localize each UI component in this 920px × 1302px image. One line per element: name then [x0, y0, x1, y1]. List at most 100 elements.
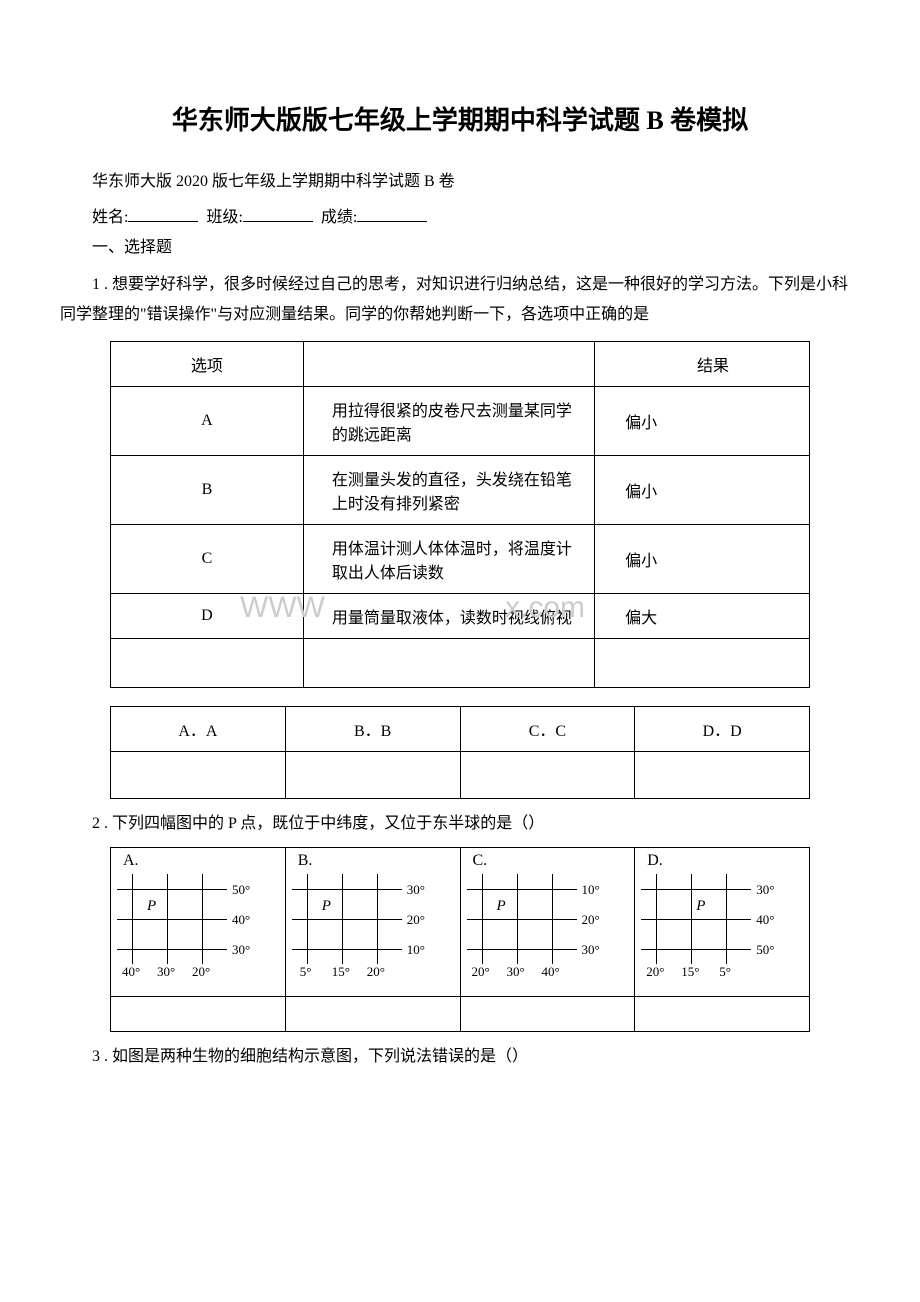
name-label: 姓名: [92, 209, 128, 226]
lat-label: 30° [232, 942, 250, 958]
section-heading: 一、选择题 [60, 233, 860, 263]
options-row: A．A B．B C．C D．D [111, 706, 810, 751]
p-point-label: P [147, 898, 156, 915]
lat-line [641, 919, 751, 920]
diagram-a-cell[interactable]: A. 50° 40° 30° 40° 30° 20° P [111, 847, 286, 996]
diagram-b-cell[interactable]: B. 30° 20° 10° 5° 15° 20° P [285, 847, 460, 996]
question-1-table: 选项 结果 A 用拉得很紧的皮卷尺去测量某同学的跳远距离 偏小 B 在测量头发的… [110, 341, 810, 688]
empty-cell [460, 996, 635, 1031]
empty-cell [285, 751, 460, 798]
student-info-row: 姓名: 班级: 成绩: [60, 203, 860, 227]
empty-cell [111, 751, 286, 798]
lon-label: 20° [646, 964, 664, 980]
lon-line [726, 874, 727, 964]
header-result: 结果 [595, 341, 810, 386]
empty-cell [460, 751, 635, 798]
diagram-c-cell[interactable]: C. 10° 20° 30° 20° 30° 40° P [460, 847, 635, 996]
diagram-label: C. [473, 852, 488, 870]
lon-line [517, 874, 518, 964]
lon-line [691, 874, 692, 964]
lat-label: 30° [407, 882, 425, 898]
cell-desc: 用拉得很紧的皮卷尺去测量某同学的跳远距离 [303, 386, 594, 455]
p-point-label: P [696, 898, 705, 915]
question-3-text: 3 . 如图是两种生物的细胞结构示意图，下列说法错误的是（） [60, 1042, 860, 1072]
option-c[interactable]: C．C [460, 706, 635, 751]
lon-label: 40° [542, 964, 560, 980]
cell-desc: 用体温计测人体体温时，将温度计取出人体后读数 [303, 524, 594, 593]
lat-line [641, 889, 751, 890]
empty-cell [303, 638, 594, 687]
empty-cell [595, 638, 810, 687]
table-row: D 用量筒量取液体，读数时视线俯视 偏大 [111, 593, 810, 638]
lat-label: 30° [582, 942, 600, 958]
lat-line [467, 919, 577, 920]
diagram-d-cell[interactable]: D. 30° 40° 50° 20° 15° 5° P [635, 847, 810, 996]
lon-line [552, 874, 553, 964]
lat-line [292, 919, 402, 920]
document-title: 华东师大版版七年级上学期期中科学试题 B 卷模拟 [60, 100, 860, 137]
name-blank[interactable] [128, 205, 198, 222]
cell-result: 偏小 [595, 455, 810, 524]
table-row: A 用拉得很紧的皮卷尺去测量某同学的跳远距离 偏小 [111, 386, 810, 455]
diagram-label: B. [298, 852, 313, 870]
lon-line [167, 874, 168, 964]
option-d[interactable]: D．D [635, 706, 810, 751]
lat-label: 10° [582, 882, 600, 898]
cell-option: B [111, 455, 304, 524]
option-a[interactable]: A．A [111, 706, 286, 751]
diagrams-row: A. 50° 40° 30° 40° 30° 20° P [111, 847, 810, 996]
table-header-row: 选项 结果 [111, 341, 810, 386]
class-label: 班级: [206, 209, 242, 226]
lon-label: 15° [681, 964, 699, 980]
lon-line [482, 874, 483, 964]
lon-label: 30° [157, 964, 175, 980]
empty-cell [635, 751, 810, 798]
question-2-diagrams-table: A. 50° 40° 30° 40° 30° 20° P [110, 847, 810, 1032]
table-row: C 用体温计测人体体温时，将温度计取出人体后读数 偏小 [111, 524, 810, 593]
score-label: 成绩: [321, 209, 357, 226]
class-blank[interactable] [243, 205, 313, 222]
empty-cell [111, 996, 286, 1031]
lon-label: 5° [300, 964, 312, 980]
lat-line [117, 889, 227, 890]
lon-label: 15° [332, 964, 350, 980]
table-empty-row [111, 638, 810, 687]
lat-lon-diagram: 10° 20° 30° 20° 30° 40° P [467, 874, 622, 984]
cell-option: C [111, 524, 304, 593]
cell-result: 偏小 [595, 386, 810, 455]
lon-line [307, 874, 308, 964]
lat-label: 20° [407, 912, 425, 928]
lon-line [656, 874, 657, 964]
cell-result: 偏大 [595, 593, 810, 638]
cell-option: D [111, 593, 304, 638]
header-option: 选项 [111, 341, 304, 386]
cell-desc: 用量筒量取液体，读数时视线俯视 [303, 593, 594, 638]
lat-label: 50° [232, 882, 250, 898]
empty-cell [635, 996, 810, 1031]
score-blank[interactable] [357, 205, 427, 222]
question-2-text: 2 . 下列四幅图中的 P 点，既位于中纬度，又位于东半球的是（） [60, 809, 860, 839]
cell-option: A [111, 386, 304, 455]
lat-label: 50° [756, 942, 774, 958]
lat-lon-diagram: 30° 20° 10° 5° 15° 20° P [292, 874, 447, 984]
lon-label: 5° [719, 964, 731, 980]
lat-label: 10° [407, 942, 425, 958]
lat-label: 40° [232, 912, 250, 928]
lon-label: 40° [122, 964, 140, 980]
lat-label: 20° [582, 912, 600, 928]
lat-line [292, 889, 402, 890]
subtitle: 华东师大版 2020 版七年级上学期期中科学试题 B 卷 [60, 167, 860, 197]
lat-line [467, 949, 577, 950]
lon-label: 20° [367, 964, 385, 980]
document-page: 华东师大版版七年级上学期期中科学试题 B 卷模拟 华东师大版 2020 版七年级… [0, 0, 920, 1118]
table-1-wrap: 选项 结果 A 用拉得很紧的皮卷尺去测量某同学的跳远距离 偏小 B 在测量头发的… [60, 341, 860, 688]
empty-cell [111, 638, 304, 687]
lat-line [117, 949, 227, 950]
option-b[interactable]: B．B [285, 706, 460, 751]
cell-result: 偏小 [595, 524, 810, 593]
lon-label: 20° [192, 964, 210, 980]
cell-desc: 在测量头发的直径，头发绕在铅笔上时没有排列紧密 [303, 455, 594, 524]
lat-lon-diagram: 50° 40° 30° 40° 30° 20° P [117, 874, 272, 984]
p-point-label: P [322, 898, 331, 915]
lat-lon-diagram: 30° 40° 50° 20° 15° 5° P [641, 874, 796, 984]
